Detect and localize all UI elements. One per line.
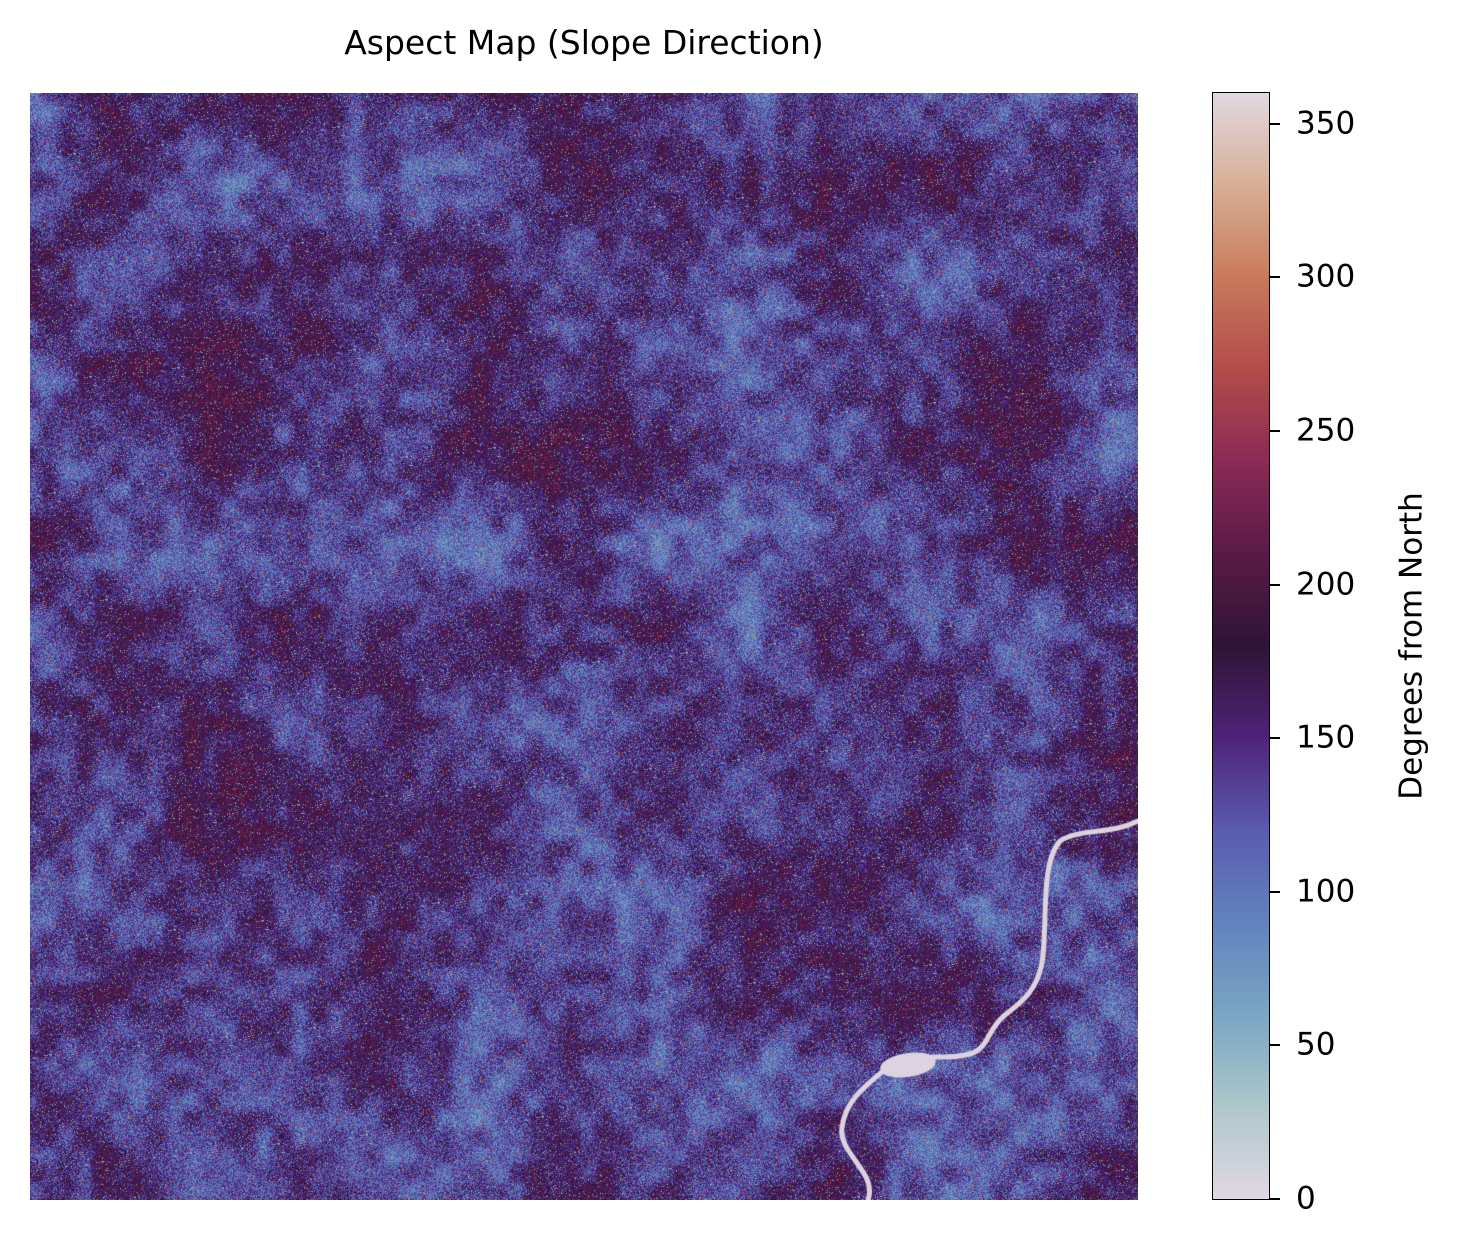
- aspect-raster: [30, 93, 1138, 1200]
- colorbar-label: Degrees from North: [1393, 492, 1430, 800]
- colorbar-tick-label: 0: [1296, 1180, 1316, 1217]
- colorbar-tick-label: 200: [1296, 566, 1356, 603]
- colorbar-tick-label: 100: [1296, 873, 1356, 910]
- colorbar-tick: [1270, 583, 1280, 586]
- colorbar-tick: [1270, 429, 1280, 432]
- colorbar-tick: [1270, 890, 1280, 893]
- colorbar-gradient: [1212, 92, 1270, 1200]
- colorbar-tick: [1270, 276, 1280, 279]
- colorbar-tick: [1270, 122, 1280, 125]
- colorbar-tick: [1270, 1044, 1280, 1047]
- colorbar-tick-label: 50: [1296, 1026, 1336, 1063]
- colorbar-tick-label: 250: [1296, 412, 1356, 449]
- colorbar-tick-label: 150: [1296, 719, 1356, 756]
- colorbar: [1212, 92, 1270, 1200]
- colorbar-tick-label: 300: [1296, 258, 1356, 295]
- chart-title: Aspect Map (Slope Direction): [344, 23, 824, 62]
- colorbar-tick: [1270, 1198, 1280, 1200]
- aspect-map-image: [30, 93, 1138, 1200]
- colorbar-tick: [1270, 737, 1280, 740]
- colorbar-tick-label: 350: [1296, 105, 1356, 142]
